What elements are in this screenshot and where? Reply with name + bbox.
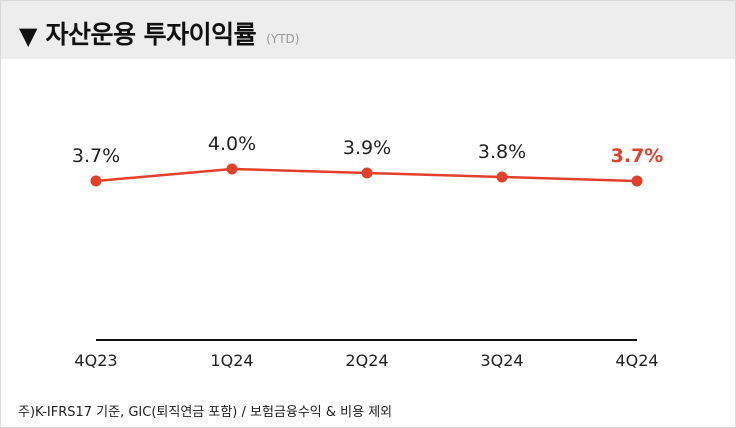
chart-title: ▼ 자산운용 투자이익률 (YTD) <box>19 15 299 51</box>
x-tick-label: 1Q24 <box>210 351 253 370</box>
x-tick-label: 3Q24 <box>480 351 523 370</box>
data-label: 3.7% <box>611 145 664 167</box>
data-label: 3.9% <box>343 137 391 159</box>
data-label: 4.0% <box>208 133 256 155</box>
chart-unit-note: (YTD) <box>266 32 300 46</box>
data-point <box>226 163 238 175</box>
data-label: 3.7% <box>72 145 120 167</box>
x-tick-label: 4Q24 <box>615 351 658 370</box>
triangle-down-icon: ▼ <box>19 22 38 50</box>
data-point <box>631 175 643 187</box>
x-tick-label: 4Q23 <box>74 351 117 370</box>
data-point <box>361 167 373 179</box>
chart-title-text: 자산운용 투자이익률 <box>45 20 257 49</box>
data-label: 3.8% <box>478 141 526 163</box>
data-point <box>496 171 508 183</box>
data-point <box>90 175 102 187</box>
x-tick-label: 2Q24 <box>345 351 388 370</box>
chart-header: ▼ 자산운용 투자이익률 (YTD) <box>1 1 735 59</box>
footnote: 주)K-IFRS17 기준, GIC(퇴직연금 포함) / 보험금융수익 & 비… <box>18 405 393 420</box>
